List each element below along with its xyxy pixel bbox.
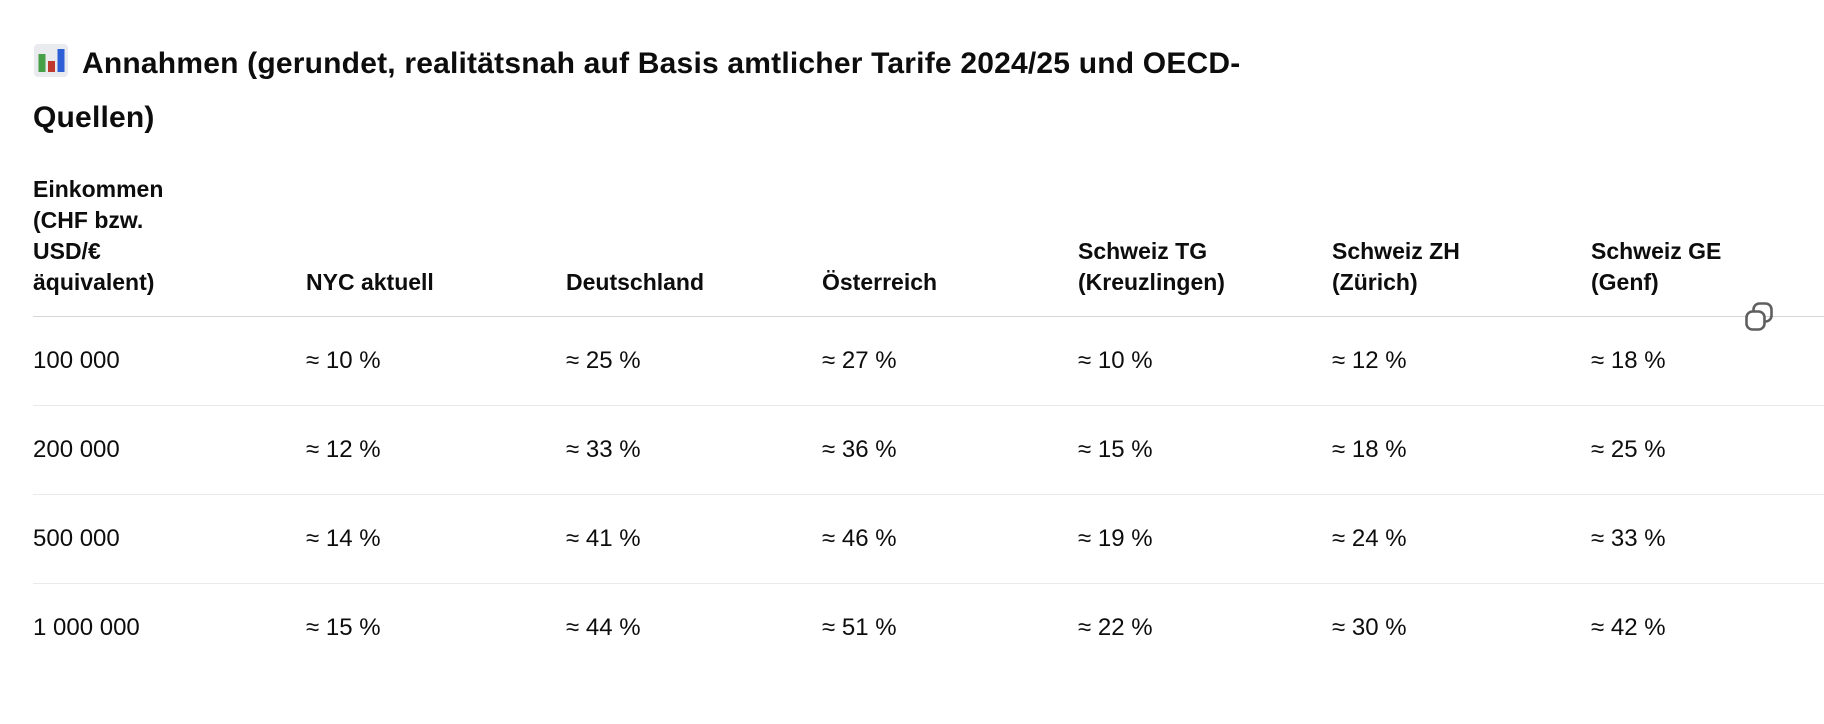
table-cell: ≈ 12 % [306,405,566,495]
income-cell: 500 000 [33,494,306,584]
table-cell: ≈ 36 % [822,405,1078,495]
table-cell: ≈ 41 % [566,494,822,584]
column-header-deutschland: Deutschland [566,174,822,317]
table-cell: ≈ 33 % [1591,494,1824,584]
column-header-einkommen: Einkommen (CHF bzw. USD/€ äquivalent) [33,174,306,317]
table-cell: ≈ 44 % [566,583,822,673]
table-cell: ≈ 18 % [1332,405,1591,495]
title-line-2: Quellen) [33,91,1824,145]
bar-chart-emoji-icon [34,44,68,77]
copy-icon [1745,302,1773,331]
copy-table-button[interactable] [1741,299,1777,335]
table-row: 500 000 ≈ 14 % ≈ 41 % ≈ 46 % ≈ 19 % ≈ 24… [33,494,1824,584]
income-cell: 1 000 000 [33,583,306,673]
table-cell: ≈ 10 % [306,347,381,374]
table-cell: ≈ 30 % [1332,583,1591,673]
table-row: 100 000 ≈ 10 % ≈ 25 % ≈ 27 % ≈ 10 % ≈ 12… [33,317,1824,406]
table-cell: ≈ 12 % [1332,347,1407,374]
table-cell: ≈ 51 % [822,583,1078,673]
table-row: 1 000 000 ≈ 15 % ≈ 44 % ≈ 51 % ≈ 22 % ≈ … [33,583,1824,673]
table-cell: ≈ 42 % [1591,583,1824,673]
header-row: Einkommen (CHF bzw. USD/€ äquivalent) NY… [33,174,1824,317]
table-cell: ≈ 25 % [566,347,641,374]
column-header-schweiz-zh: Schweiz ZH (Zürich) [1332,174,1591,317]
page-title: Annahmen (gerundet, realitätsnah auf Bas… [33,37,1824,145]
title-text-line1: Annahmen (gerundet, realitätsnah auf Bas… [82,47,1241,80]
table-cell: ≈ 24 % [1332,494,1591,584]
income-cell: 100 000 [33,347,120,374]
table-cell: ≈ 18 % [1591,347,1666,374]
table-cell: ≈ 33 % [566,405,822,495]
table-cell: ≈ 46 % [822,494,1078,584]
title-text-line2: Quellen) [33,101,155,134]
table-cell: ≈ 25 % [1591,405,1824,495]
income-cell: 200 000 [33,405,306,495]
column-header-oesterreich: Österreich [822,174,1078,317]
column-header-nyc: NYC aktuell [306,174,566,317]
table-cell: ≈ 19 % [1078,494,1332,584]
table-cell: ≈ 22 % [1078,583,1332,673]
column-header-schweiz-ge: Schweiz GE (Genf) [1591,174,1824,317]
table-cell: ≈ 27 % [822,347,897,374]
table-row: 200 000 ≈ 12 % ≈ 33 % ≈ 36 % ≈ 15 % ≈ 18… [33,405,1824,495]
table-cell: ≈ 10 % [1078,347,1153,374]
table-cell: ≈ 15 % [306,583,566,673]
column-header-schweiz-tg: Schweiz TG (Kreuzlingen) [1078,174,1332,317]
table-cell: ≈ 15 % [1078,405,1332,495]
assumptions-table: Einkommen (CHF bzw. USD/€ äquivalent) NY… [33,174,1824,673]
title-line-1: Annahmen (gerundet, realitätsnah auf Bas… [33,37,1824,91]
table-cell: ≈ 14 % [306,494,566,584]
